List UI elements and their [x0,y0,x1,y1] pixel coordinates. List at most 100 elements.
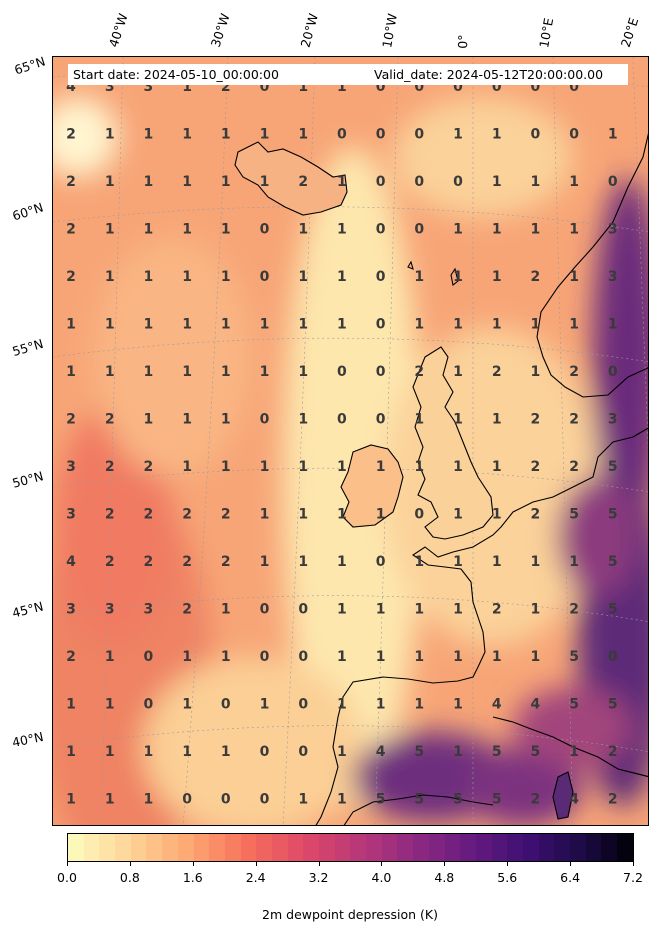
grid-value: 1 [260,459,270,475]
grid-value: 1 [182,649,192,665]
grid-value: 2 [569,459,579,475]
grid-value: 1 [531,174,541,190]
grid-value: 1 [453,127,463,143]
colorbar-tick [507,862,509,866]
grid-value: 1 [337,459,347,475]
lat-label-40n: 40°N [10,728,45,751]
grid-value: 2 [531,792,541,808]
grid-value: 0 [608,364,618,380]
map-canvas: 4 3 3 1 2 0 1 1 0 0 0 0 0 0 2 1 1 1 1 1 1 0 0 0 1 1 0 0 1 2 1 1 1 1 1 2 1 0 0 0… [53,57,648,825]
grid-value: 1 [337,649,347,665]
grid-value: 1 [260,554,270,570]
grid-value: 1 [298,507,308,523]
grid-value: 5 [569,697,579,713]
grid-value: 1 [337,222,347,238]
grid-value: 1 [182,697,192,713]
grid-value: 0 [298,744,308,760]
colorbar-swatch [585,834,602,861]
colorbar-tick [192,862,194,866]
grid-value: 1 [376,602,386,618]
faroe-islands [407,260,414,270]
grid-value: 0 [144,649,154,665]
colorbar-swatch [475,834,492,861]
colorbar-tick-label: 0.0 [57,870,77,885]
colorbar-swatch [240,834,257,861]
colorbar-swatch [319,834,335,861]
colorbar-swatch [303,834,319,861]
colorbar-swatch [491,834,508,861]
grid-value: 4 [66,79,76,95]
grid-value: 1 [182,744,192,760]
colorbar-swatch [381,834,398,861]
date-banner: Start date: 2024-05-10_00:00:00 Valid_da… [68,64,628,85]
colorbar-swatch [224,834,241,861]
grid-value: 1 [453,649,463,665]
grid-value: 0 [144,697,154,713]
grid-value: 1 [569,554,579,570]
grid-value: 1 [144,792,154,808]
grid-value: 0 [608,649,618,665]
colorbar-swatch [162,834,178,861]
colorbar-swatch [601,834,618,861]
colorbar-swatch [460,834,476,861]
grid-value: 2 [414,364,424,380]
grid-value: 1 [453,554,463,570]
grid-value: 1 [298,269,308,285]
grid-value: 1 [414,649,424,665]
map-panel[interactable]: 4 3 3 1 2 0 1 1 0 0 0 0 0 0 2 1 1 1 1 1 1 0 0 0 1 1 0 0 1 2 1 1 1 1 1 2 1 0 0 0… [52,56,649,826]
colorbar-swatch [99,834,116,861]
grid-value: 1 [298,412,308,428]
grid-value: 5 [569,507,579,523]
grid-value: 2 [608,744,618,760]
sardinia-coast [552,771,574,820]
grid-value: 0 [337,412,347,428]
grid-value: 1 [569,222,579,238]
grid-value: 1 [260,697,270,713]
grid-value: 1 [337,792,347,808]
grid-value: 1 [414,412,424,428]
lon-label-20w: 20°W [297,11,321,49]
colorbar-swatch [68,834,84,861]
grid-value: 1 [105,744,115,760]
grid-value: 2 [569,364,579,380]
lat-label-45n: 45°N [10,598,45,621]
grid-value: 1 [414,459,424,475]
grid-value: 0 [492,79,502,95]
grid-value: 3 [66,507,76,523]
lat-label-55n: 55°N [10,335,45,360]
grid-value: 1 [298,554,308,570]
grid-value: 1 [531,554,541,570]
lon-label-0: 0° [455,34,471,49]
grid-value: 1 [298,127,308,143]
grid-value: 1 [105,649,115,665]
grid-value: 1 [105,269,115,285]
colorbar-tick-label: 2.4 [245,870,266,885]
grid-value: 1 [144,269,154,285]
grid-value: 0 [376,222,386,238]
colorbar-tick [67,862,68,866]
africa-coast [343,794,494,825]
grid-value: 1 [492,507,502,523]
grid-value: 1 [182,364,192,380]
grid-value: 2 [66,127,76,143]
grid-value: 0 [531,127,541,143]
grid-value: 1 [531,364,541,380]
grid-value: 0 [414,174,424,190]
grid-value: 1 [569,174,579,190]
grid-value: 1 [144,174,154,190]
grid-value: 1 [182,269,192,285]
grid-value: 1 [453,744,463,760]
grid-value: 1 [453,459,463,475]
colorbar-swatch [617,834,633,861]
colorbar-swatch [522,834,539,861]
colorbar-swatch [397,834,414,861]
colorbar-tick-label: 4.0 [371,870,392,885]
grid-value: 1 [492,127,502,143]
grid-value: 2 [105,554,115,570]
grid-value: 0 [376,412,386,428]
grid-value: 1 [221,459,231,475]
grid-value: 0 [260,269,270,285]
grid-value: 2 [105,507,115,523]
grid-value: 3 [66,602,76,618]
grid-value: 1 [221,269,231,285]
